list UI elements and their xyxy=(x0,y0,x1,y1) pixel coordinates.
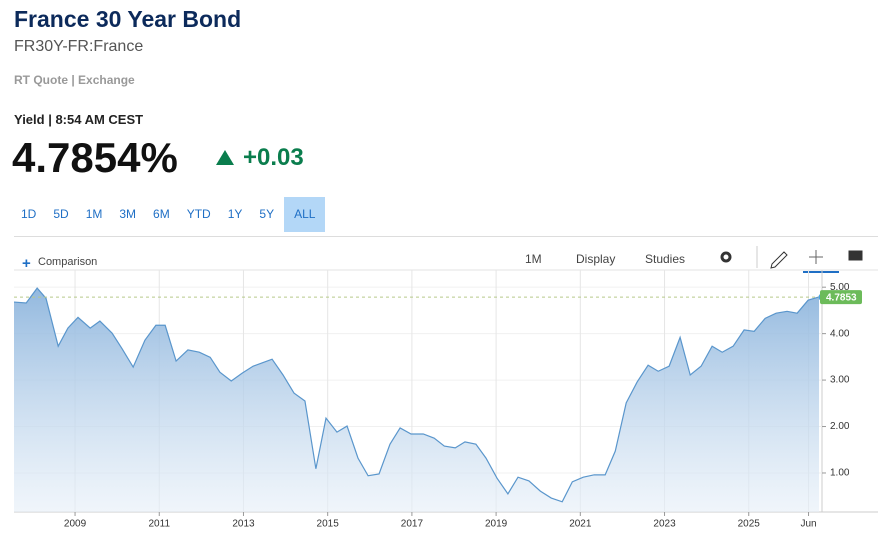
last-price-label: 4.7853 xyxy=(826,292,857,303)
toolbar-icons xyxy=(720,246,863,273)
price-line xyxy=(13,287,820,503)
range-tab[interactable]: 1Y xyxy=(227,207,243,221)
x-tick-label: 2025 xyxy=(738,519,761,530)
range-tab[interactable]: 1D xyxy=(21,207,37,221)
range-tab[interactable]: 1M xyxy=(85,207,103,221)
yield-time: Yield | 8:54 AM CEST xyxy=(14,112,144,127)
source: RT Quote | Exchange xyxy=(14,73,135,87)
x-tick-label: Jun xyxy=(800,519,816,530)
price: 4.7854% xyxy=(12,134,178,181)
y-tick-label: 2.00 xyxy=(830,421,850,432)
y-tick-label: 4.00 xyxy=(830,328,850,339)
range-tab[interactable]: YTD xyxy=(186,207,211,221)
title: France 30 Year Bond xyxy=(14,6,242,32)
crosshair-icon[interactable] xyxy=(809,250,823,264)
area-fill xyxy=(14,288,820,512)
x-tick-label: 2021 xyxy=(569,519,592,530)
y-tick-label: 1.00 xyxy=(830,468,850,479)
range-tab[interactable]: 5D xyxy=(53,207,69,221)
display-button[interactable]: Display xyxy=(576,252,616,266)
x-tick-label: 2023 xyxy=(653,519,676,530)
x-tick-label: 2017 xyxy=(401,519,424,530)
last-price-tag xyxy=(820,290,862,305)
separator xyxy=(14,236,878,237)
x-tick-label: 2019 xyxy=(485,519,508,530)
range-tab[interactable]: 3M xyxy=(119,207,137,221)
y-tick-label: 5.00 xyxy=(830,282,850,293)
draw-icon[interactable] xyxy=(770,251,788,269)
x-tick-label: 2011 xyxy=(149,519,171,530)
comment-icon[interactable] xyxy=(848,250,863,261)
change: +0.03 xyxy=(243,144,304,171)
range-tab[interactable]: 6M xyxy=(153,207,170,221)
interval-button[interactable]: 1M xyxy=(525,252,542,266)
settings-icon[interactable] xyxy=(720,251,732,263)
symbol: FR30Y-FR:France xyxy=(14,38,144,55)
comparison-button[interactable]: Comparison xyxy=(38,256,98,268)
studies-button[interactable]: Studies xyxy=(645,252,686,266)
x-tick-label: 2009 xyxy=(64,519,87,530)
x-tick-label: 2013 xyxy=(232,519,255,530)
plus-icon[interactable]: + xyxy=(22,255,31,272)
x-tick-label: 2015 xyxy=(317,519,340,530)
range-tab[interactable]: 5Y xyxy=(259,207,275,221)
range-tabs: 1D 5D 1M 3M 6M YTD 1Y 5Y ALL xyxy=(14,197,328,232)
up-arrow xyxy=(216,150,234,165)
y-tick-label: 3.00 xyxy=(830,375,850,386)
range-tab[interactable]: ALL xyxy=(284,197,326,232)
